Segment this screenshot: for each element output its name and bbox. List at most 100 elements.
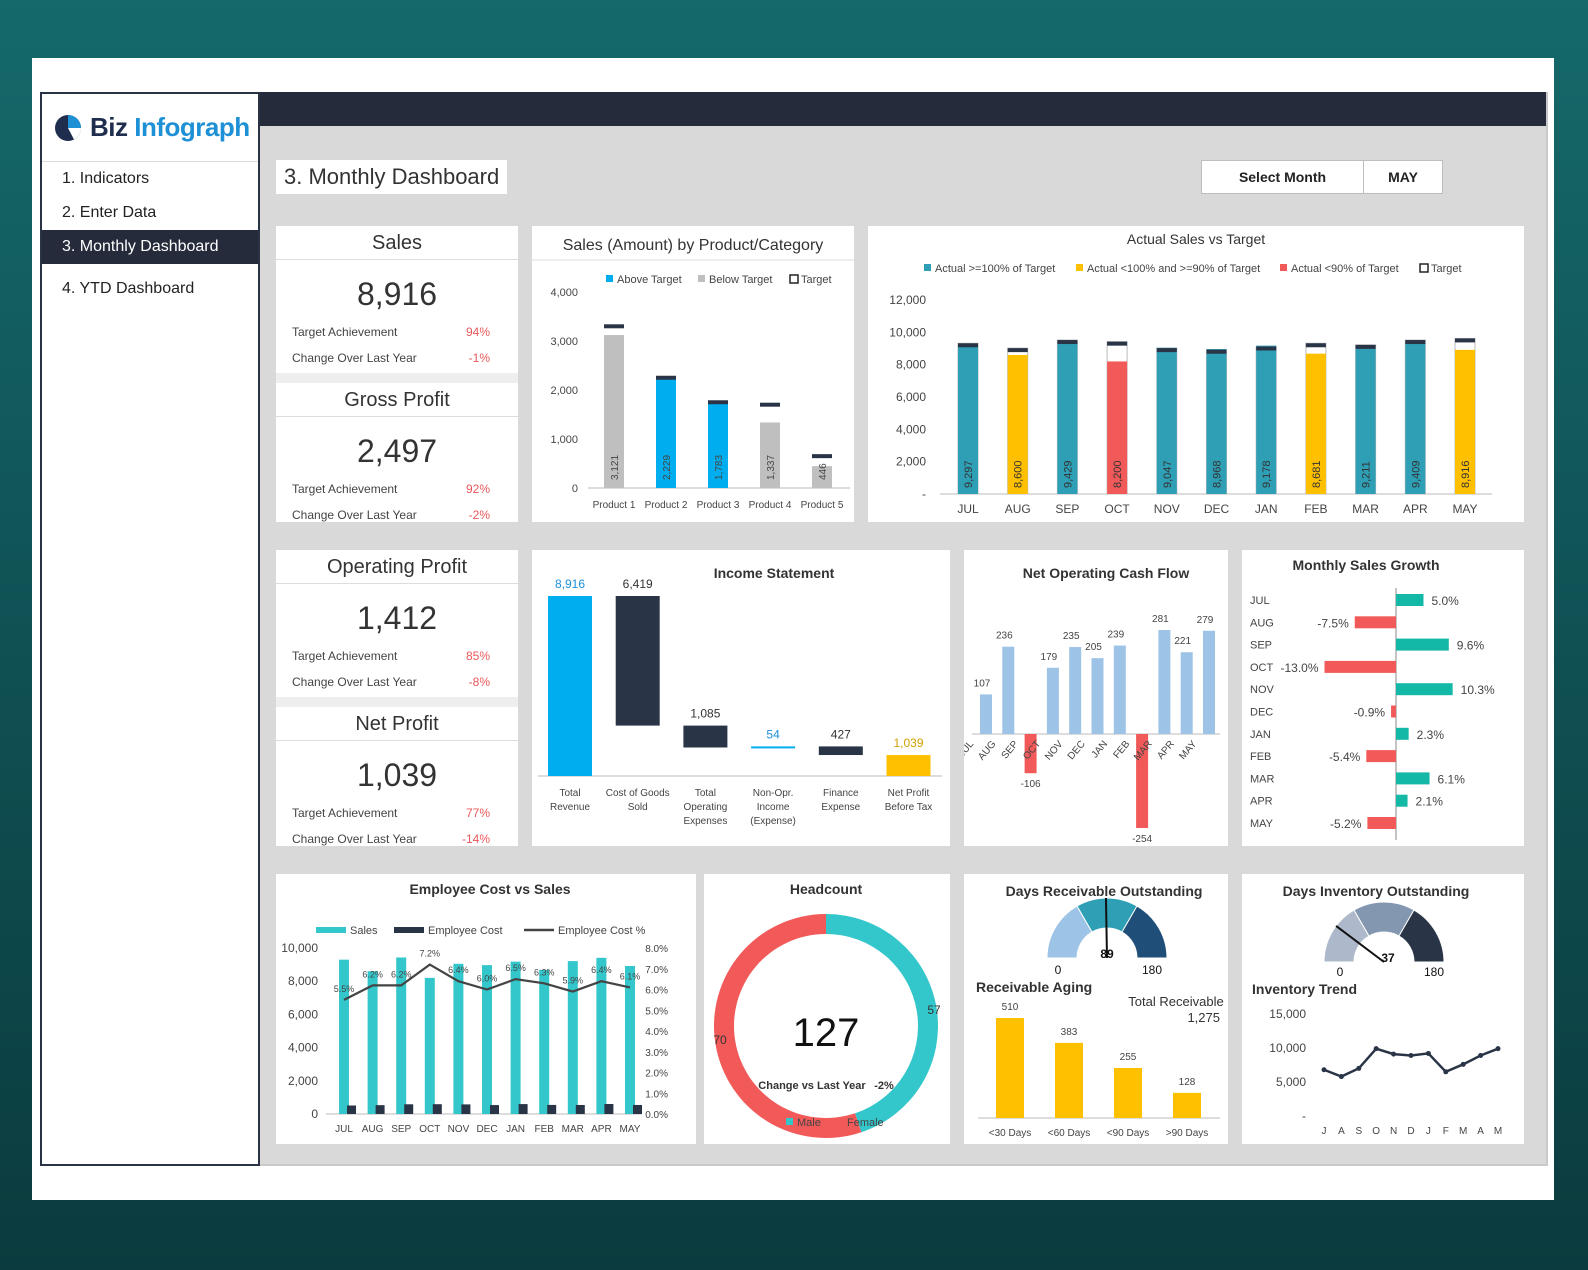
x-tick-label: S [1355,1126,1362,1137]
x-tick-label: Product 1 [593,500,636,511]
y2-tick-label: 1.0% [645,1089,668,1100]
inventory-panel: Days Inventory Outstanding 37 0 180 Inventor… [1242,874,1524,1144]
x-tick-label: SEP [391,1124,411,1135]
legend-swatch [316,927,346,933]
bar-value-label: 2.1% [1416,795,1444,809]
y-tick-label: 0 [572,483,578,495]
legend-label: Female [847,1117,884,1129]
y-tick-label: 10,000 [889,325,926,339]
cashflow-bar [1002,646,1015,734]
x-tick-label: FEB [1304,502,1327,516]
x-tick-label: Revenue [550,802,590,813]
sales-bar [625,965,635,1114]
actual-bar [1206,349,1227,494]
actual-bar [958,343,978,494]
kpi-title-gross-profit: Gross Profit [276,383,518,417]
dro-gauge-segment [1121,905,1168,959]
nav-item-indicators[interactable]: 1. Indicators [62,170,150,187]
bar-value-label: -254 [1132,834,1152,845]
x-tick-label: AUG [976,739,998,763]
top-bar [260,92,1546,126]
gauge-min-label: 0 [1055,963,1062,977]
y-tick-label: JAN [1250,729,1271,741]
bar-value-label: 6,419 [623,577,653,591]
sub-title: Receivable Aging [976,979,1092,995]
nav-item-monthly-dashboard[interactable]: 3. Monthly Dashboard [42,230,258,264]
gauge-min-label: 0 [1337,965,1344,979]
line-value-label: 7.2% [420,949,441,959]
x-tick-label: AUG [362,1124,384,1135]
bar-value-label: 10.3% [1461,683,1495,697]
cashflow-bar [1069,647,1082,734]
bar-value-label: -106 [1021,779,1041,790]
line-value-label: 6.2% [362,969,383,979]
kpi-label: Target Achievement [292,325,398,339]
x-tick-label: FEB [1111,739,1132,761]
y2-tick-label: 5.0% [645,1006,668,1017]
x-tick-label: Expenses [683,816,727,827]
aging-bar [996,1018,1024,1118]
y-tick-label: MAR [1250,773,1275,785]
nav-item-enter-data[interactable]: 2. Enter Data [62,204,157,221]
y-tick-label: OCT [1250,662,1274,674]
legend-swatch [1076,264,1083,271]
y2-tick-label: 2.0% [645,1069,668,1080]
kpi-row: Change Over Last Year -2% [276,508,518,522]
chart-title: Headcount [790,881,863,897]
kpi-row: Target Achievement 94% [276,325,518,339]
legend-label: Actual <90% of Target [1291,263,1399,275]
line-value-label: 5.5% [334,984,355,994]
chart-title: Monthly Sales Growth [1292,557,1439,573]
chart-title: Employee Cost vs Sales [409,881,570,897]
female-value-label: 70 [713,1033,727,1047]
x-tick-label: SEP [1055,502,1079,516]
month-selector[interactable]: Select Month MAY [1201,160,1443,194]
kpi-row: Change Over Last Year -8% [276,675,518,689]
x-tick-label: OCT [419,1124,440,1135]
x-tick-label: MAY [1177,739,1199,762]
bar-value-label: -5.2% [1330,817,1362,831]
actual-bar [604,335,624,488]
kpi-title-operating-profit: Operating Profit [276,550,518,584]
kpi-change: -1% [468,351,490,365]
x-tick-label: DEC [476,1124,497,1135]
employee-cost-bar [347,1105,356,1114]
growth-bar [1367,817,1396,829]
selected-month-dropdown[interactable]: MAY [1388,169,1418,185]
actual-bar [1455,349,1475,494]
x-tick-label: JAN [506,1124,525,1135]
total-value: 1,275 [1187,1010,1220,1025]
x-tick-label: J [1322,1126,1327,1137]
x-tick-label: APR [591,1124,612,1135]
x-tick-label: Total [559,788,580,799]
y-tick-label: 10,000 [281,941,318,955]
kpi-label: Change Over Last Year [292,351,417,365]
gauge-value-label: 37 [1381,951,1395,965]
y2-tick-label: 0.0% [645,1110,668,1121]
x-tick-label: A [1338,1126,1345,1137]
legend-swatch [786,1118,793,1125]
actual-bar [1305,353,1326,494]
target-marker [1305,343,1326,348]
kpi-target-achievement: 94% [465,325,490,339]
line-value-label: 6.2% [391,969,412,979]
income-statement-chart: Income Statement 8,916 Total Revenue 6,419 Co… [538,565,942,827]
bar-value-label: 2.3% [1417,728,1445,742]
x-tick-label: Finance [823,788,859,799]
legend-swatch [1280,264,1287,271]
x-tick-label: Product 4 [749,500,792,511]
nav-item-ytd-dashboard[interactable]: 4. YTD Dashboard [62,280,195,297]
y-tick-label: 1,000 [550,434,578,446]
target-marker [1156,348,1177,353]
line-value-label: 6.1% [620,971,641,981]
employee-cost-bar [432,1104,442,1114]
x-tick-label: >90 Days [1166,1128,1209,1139]
kpi-target-achievement: 85% [465,649,490,663]
chart-title: Income Statement [714,565,835,581]
x-tick-label: Product 2 [645,500,688,511]
legend-swatch [1419,263,1429,273]
growth-bar [1396,727,1409,740]
target-marker [708,400,728,405]
line-value-label: 6.3% [534,967,555,977]
y-tick-label: 4,000 [896,422,926,436]
